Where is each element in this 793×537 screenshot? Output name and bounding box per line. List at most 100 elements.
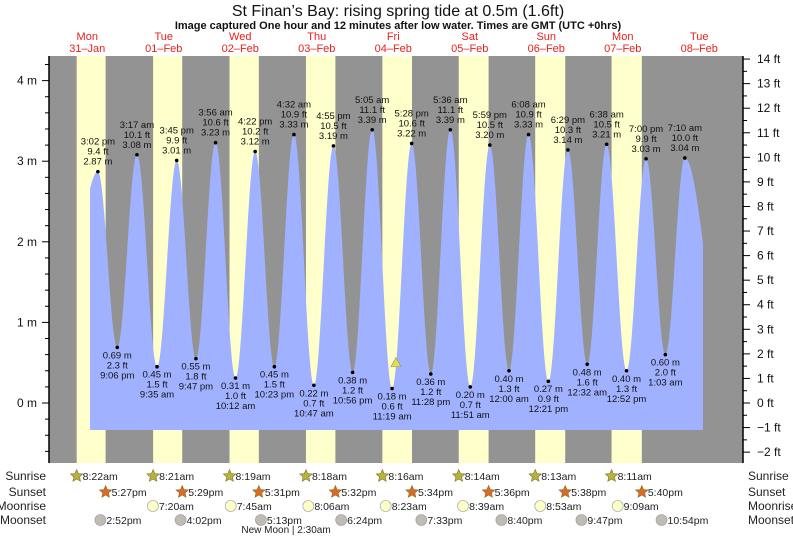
- low-tide-label: 0.55 m: [181, 362, 210, 373]
- high-tide-point: [253, 149, 257, 154]
- high-tide-label: 10.5 ft: [477, 120, 504, 131]
- low-tide-label: 0.6 ft: [382, 401, 403, 412]
- sunrise-icon: [604, 468, 619, 482]
- moonrise-time: 7:20am: [159, 501, 194, 513]
- moonset-time: 10:54pm: [667, 515, 708, 527]
- sunset-time: 5:32pm: [341, 487, 376, 499]
- high-tide-label: 5:36 am: [433, 95, 467, 106]
- high-tide-label: 6:29 pm: [551, 115, 585, 126]
- high-tide-label: 3.33 m: [279, 120, 308, 131]
- day-name: Wed: [229, 31, 251, 43]
- low-tide-label: 0.31 m: [221, 381, 250, 392]
- sunset-icon: [481, 484, 496, 498]
- high-tide-point: [409, 141, 414, 146]
- low-tide-label: 1.8 ft: [185, 372, 206, 383]
- low-tide-label: 1.6 ft: [577, 377, 598, 388]
- high-tide-point: [526, 132, 531, 137]
- low-tide-label: 0.40 m: [494, 374, 523, 385]
- right-tick-label: −1 ft: [757, 421, 781, 435]
- low-tide-label: 0.60 m: [651, 358, 680, 369]
- low-tide-label: 1.2 ft: [420, 387, 441, 398]
- high-tide-label: 6:38 am: [589, 109, 623, 120]
- left-tick-label: 2 m: [17, 235, 37, 249]
- tide-water-area: [90, 129, 703, 431]
- high-tide-label: 10.2 ft: [242, 127, 269, 138]
- low-tide-label: 9:06 pm: [100, 370, 134, 381]
- moonset-time: 5:13pm: [267, 515, 302, 527]
- high-tide-label: 3.14 m: [553, 135, 582, 146]
- high-tide-point: [292, 132, 296, 137]
- low-tide-point: [663, 352, 668, 357]
- low-tide-label: 12:00 am: [489, 394, 529, 405]
- sunset-time: 5:34pm: [418, 487, 453, 499]
- sunset-time: 5:36pm: [495, 487, 530, 499]
- high-tide-label: 3.12 m: [241, 137, 270, 148]
- low-tide-label: 1:03 am: [648, 378, 682, 389]
- high-tide-label: 3.39 m: [358, 115, 387, 126]
- high-tide-label: 3.08 m: [122, 140, 151, 151]
- high-tide-label: 10.5 ft: [593, 119, 620, 130]
- day-date: 07–Feb: [604, 43, 641, 55]
- day-date: 03–Feb: [298, 43, 335, 55]
- moonset-icon: [655, 514, 668, 526]
- moonset-icon: [174, 514, 187, 526]
- right-tick-label: 0 ft: [757, 396, 774, 410]
- right-tick-label: 8 ft: [757, 199, 774, 213]
- current-tide-marker: [390, 356, 402, 368]
- right-tick-label: 9 ft: [757, 175, 774, 189]
- sunrise-row-label-right: Sunrise: [748, 469, 789, 483]
- moonset-time: 9:47pm: [587, 515, 622, 527]
- high-tide-point: [331, 144, 336, 148]
- high-tide-label: 9.4 ft: [87, 147, 108, 158]
- sunrise-time: 8:21am: [159, 471, 194, 483]
- low-tide-point: [546, 379, 551, 384]
- left-tick-label: 3 m: [17, 154, 37, 168]
- sunset-icon: [251, 484, 266, 498]
- sunrise-time: 8:18am: [312, 471, 347, 483]
- moonrise-icon: [534, 500, 547, 512]
- high-tide-label: 3.20 m: [475, 130, 504, 141]
- sunset-time: 5:27pm: [112, 487, 147, 499]
- day-date: 05–Feb: [451, 43, 488, 55]
- moonrise-time: 8:53am: [546, 501, 581, 513]
- moonrise-time: 8:23am: [392, 501, 427, 513]
- right-tick-label: 10 ft: [757, 150, 781, 164]
- low-tide-point: [155, 364, 159, 369]
- high-tide-label: 10.0 ft: [672, 133, 699, 144]
- moonrise-icon: [457, 500, 469, 512]
- right-tick-label: 14 ft: [757, 52, 781, 66]
- low-tide-point: [624, 368, 629, 373]
- right-tick-label: 12 ft: [757, 101, 781, 115]
- high-tide-label: 5:59 pm: [473, 110, 507, 121]
- low-tide-label: 10:23 pm: [255, 390, 295, 401]
- sunrise-time: 8:16am: [388, 471, 423, 483]
- day-name: Mon: [612, 31, 633, 43]
- low-tide-label: 2.0 ft: [655, 368, 676, 379]
- low-tide-label: 0.69 m: [103, 350, 132, 361]
- sunset-icon: [328, 484, 343, 498]
- moonset-icon: [575, 514, 588, 526]
- high-tide-point: [488, 143, 492, 147]
- sunset-icon: [405, 484, 419, 498]
- sunrise-icon: [451, 468, 466, 482]
- low-tide-point: [585, 362, 589, 367]
- moonset-time: 7:33pm: [427, 515, 462, 527]
- day-name: Fri: [387, 31, 400, 43]
- moonset-icon: [255, 514, 267, 526]
- low-tide-label: 0.45 m: [260, 370, 289, 381]
- low-tide-label: 0.20 m: [456, 390, 485, 401]
- moonrise-time: 7:45am: [237, 501, 272, 513]
- low-tide-point: [429, 372, 433, 376]
- low-tide-point: [233, 376, 238, 380]
- high-tide-label: 9.9 ft: [166, 135, 187, 146]
- low-tide-label: 0.7 ft: [303, 398, 324, 409]
- high-tide-label: 3.04 m: [670, 143, 699, 154]
- low-tide-label: 0.48 m: [573, 367, 602, 378]
- high-tide-label: 4:32 am: [277, 100, 311, 111]
- sunrise-icon: [146, 468, 161, 482]
- high-tide-label: 2.87 m: [83, 157, 112, 168]
- day-date: 31–Jan: [69, 43, 105, 55]
- right-tick-label: 13 ft: [757, 77, 781, 91]
- sunrise-time: 8:22am: [83, 471, 118, 483]
